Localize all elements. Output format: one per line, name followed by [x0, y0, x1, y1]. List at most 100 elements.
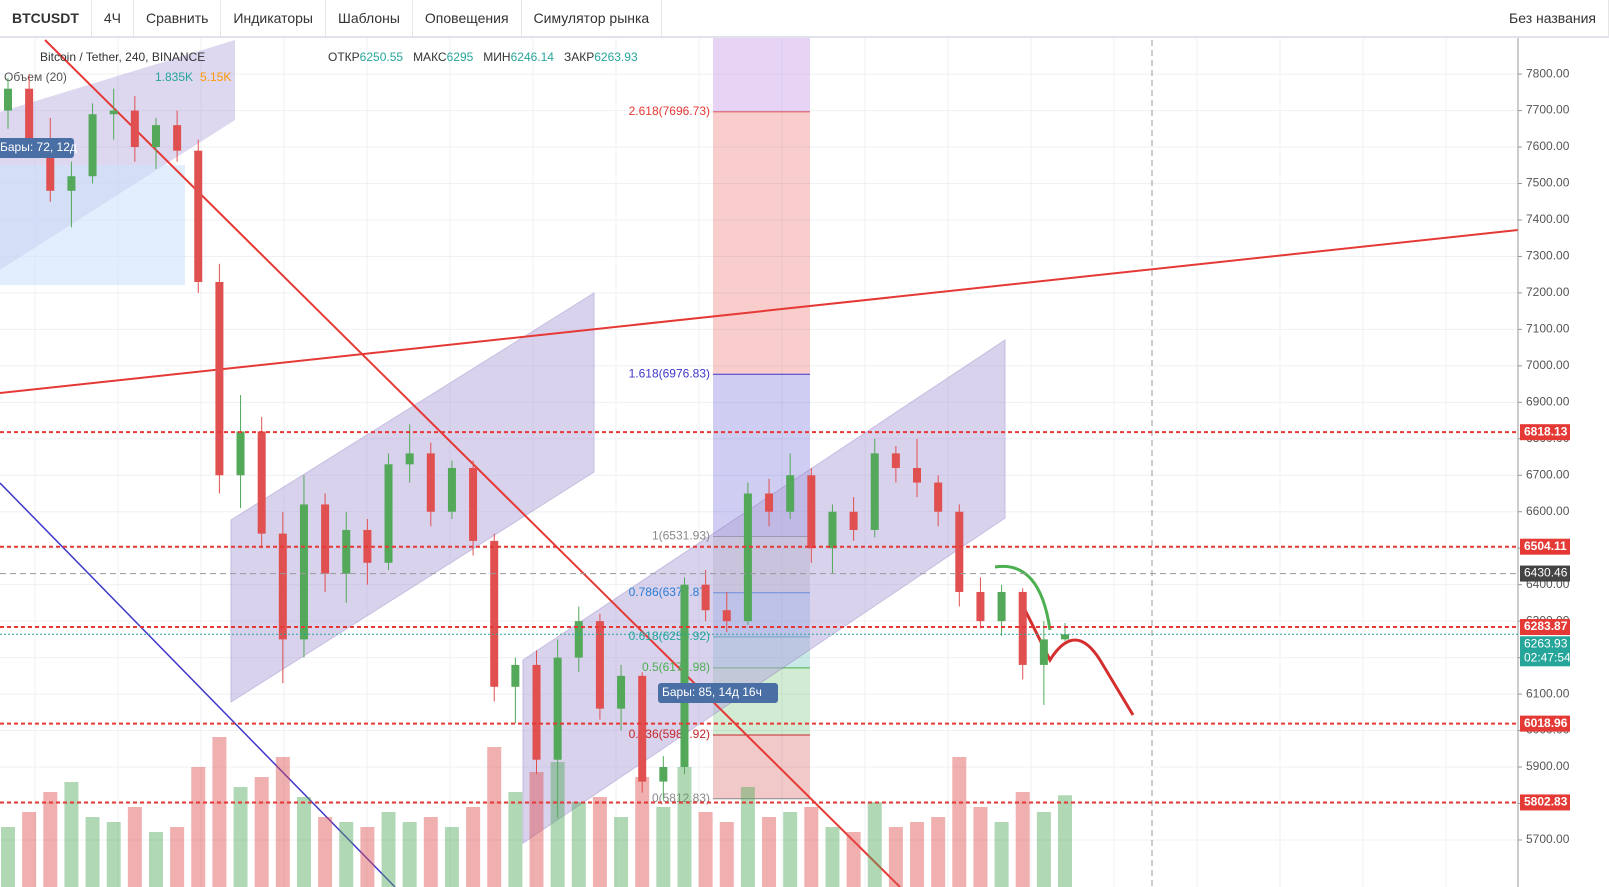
- volume-bar: [43, 792, 58, 887]
- price-tag-label: 6818.13: [1524, 424, 1568, 438]
- y-tick-label: 5700.00: [1526, 832, 1570, 846]
- candle-body: [595, 621, 604, 709]
- y-tick-label: 6600.00: [1526, 504, 1570, 518]
- candle-body: [88, 114, 97, 177]
- volume-bar: [233, 787, 248, 887]
- candle-body: [955, 511, 964, 592]
- candle-body: [722, 610, 731, 622]
- ohlc-label: МАКС: [413, 50, 447, 64]
- trend-line: [44, 39, 901, 887]
- ohlc-label: МИН: [483, 50, 510, 64]
- volume-bar: [910, 822, 925, 887]
- y-tick-label: 7300.00: [1526, 249, 1570, 263]
- volume-bar: [85, 817, 100, 887]
- volume-bar: [677, 767, 692, 887]
- volume-bar: [888, 827, 903, 887]
- fib-label: 1.618(6976.83): [629, 366, 710, 380]
- volume-bar: [381, 812, 396, 887]
- countdown: 02:47:54: [1524, 650, 1571, 664]
- volume-bar: [254, 777, 269, 887]
- bars-tag: [0, 138, 74, 158]
- candle-body: [236, 431, 245, 476]
- candle-body: [130, 110, 139, 148]
- candle-body: [173, 125, 182, 151]
- volume-bar: [762, 817, 777, 887]
- ohlc-value: 6295: [447, 50, 474, 64]
- price-tag-label: 5802.83: [1524, 795, 1568, 809]
- volume-bar: [656, 807, 671, 887]
- alerts[interactable]: Оповещения: [413, 0, 522, 36]
- templates[interactable]: Шаблоны: [326, 0, 413, 36]
- trend-line: [0, 229, 1519, 394]
- volume-bar: [571, 802, 586, 887]
- volume-bar: [466, 807, 481, 887]
- replay[interactable]: Симулятор рынка: [522, 0, 663, 36]
- candle-body: [299, 504, 308, 640]
- candle-body: [511, 664, 520, 687]
- volume-bar: [698, 812, 713, 887]
- candle-body: [659, 767, 668, 782]
- price-axis: [1518, 38, 1609, 887]
- candle-body: [828, 511, 837, 549]
- layout-name[interactable]: Без названия: [1497, 0, 1609, 36]
- volume-bar: [444, 827, 459, 887]
- volume-bar: [1058, 795, 1072, 887]
- chart: Bitcoin / Tether, 240, BINANCE Объем (20…: [0, 38, 1609, 887]
- candle-body: [891, 453, 900, 468]
- candle-body: [532, 664, 541, 760]
- volume-bar: [487, 747, 502, 887]
- volume-bar: [148, 832, 163, 887]
- volume-bar: [423, 817, 438, 887]
- y-tick-label: 6700.00: [1526, 467, 1570, 481]
- y-tick-label: 7600.00: [1526, 139, 1570, 153]
- y-tick-label: 7200.00: [1526, 285, 1570, 299]
- candle-body: [257, 431, 266, 534]
- volume-bar: [846, 832, 861, 887]
- price-tag-label: 6018.96: [1524, 716, 1568, 730]
- volume-bar: [127, 807, 142, 887]
- volume-bar: [635, 777, 650, 887]
- fib-label: 0.618(6256.92): [629, 629, 710, 643]
- symbol[interactable]: BTCUSDT: [0, 0, 92, 36]
- candle-body: [1018, 591, 1027, 665]
- volume-bar: [296, 797, 311, 887]
- candle-body: [743, 493, 752, 622]
- volume-bar: [191, 767, 206, 887]
- candle-body: [4, 88, 12, 111]
- candle-body: [1039, 639, 1048, 665]
- volume-label: Объем (20): [4, 70, 67, 84]
- y-tick-label: 7700.00: [1526, 103, 1570, 117]
- candle-body: [701, 584, 710, 611]
- y-tick-label: 7500.00: [1526, 176, 1570, 190]
- price-tag: [1520, 619, 1570, 636]
- volume-bar: [360, 827, 375, 887]
- candle-body: [934, 482, 943, 512]
- fib-zone: [713, 111, 810, 375]
- candle-body: [490, 540, 499, 687]
- volume-bar: [318, 817, 333, 887]
- candle-body: [151, 125, 160, 148]
- fib-label: 0.5(6171.98): [642, 660, 710, 674]
- y-tick-label: 5900.00: [1526, 759, 1570, 773]
- indicators[interactable]: Индикаторы: [221, 0, 326, 36]
- candle-body: [617, 675, 626, 709]
- candle-body: [469, 467, 478, 541]
- interval[interactable]: 4Ч: [92, 0, 135, 36]
- candle-body: [786, 475, 795, 512]
- volume-bar: [170, 827, 185, 887]
- candle-body: [67, 176, 76, 191]
- compare[interactable]: Сравнить: [134, 0, 222, 36]
- forecast-arrow: [1018, 599, 1135, 716]
- candle-body: [680, 584, 689, 768]
- range-box: [0, 165, 185, 285]
- bars-label: Бары: 85, 14д 16ч: [662, 685, 762, 699]
- candle-body: [870, 453, 879, 530]
- fib-label: 2.618(7696.73): [629, 104, 710, 118]
- volume-bar: [508, 792, 523, 887]
- forecast-arrow: [994, 564, 1052, 631]
- y-tick-label: 6100.00: [1526, 686, 1570, 700]
- candle-body: [215, 281, 224, 476]
- chart-title: Bitcoin / Tether, 240, BINANCE: [40, 50, 205, 64]
- price-tag: [1520, 538, 1570, 555]
